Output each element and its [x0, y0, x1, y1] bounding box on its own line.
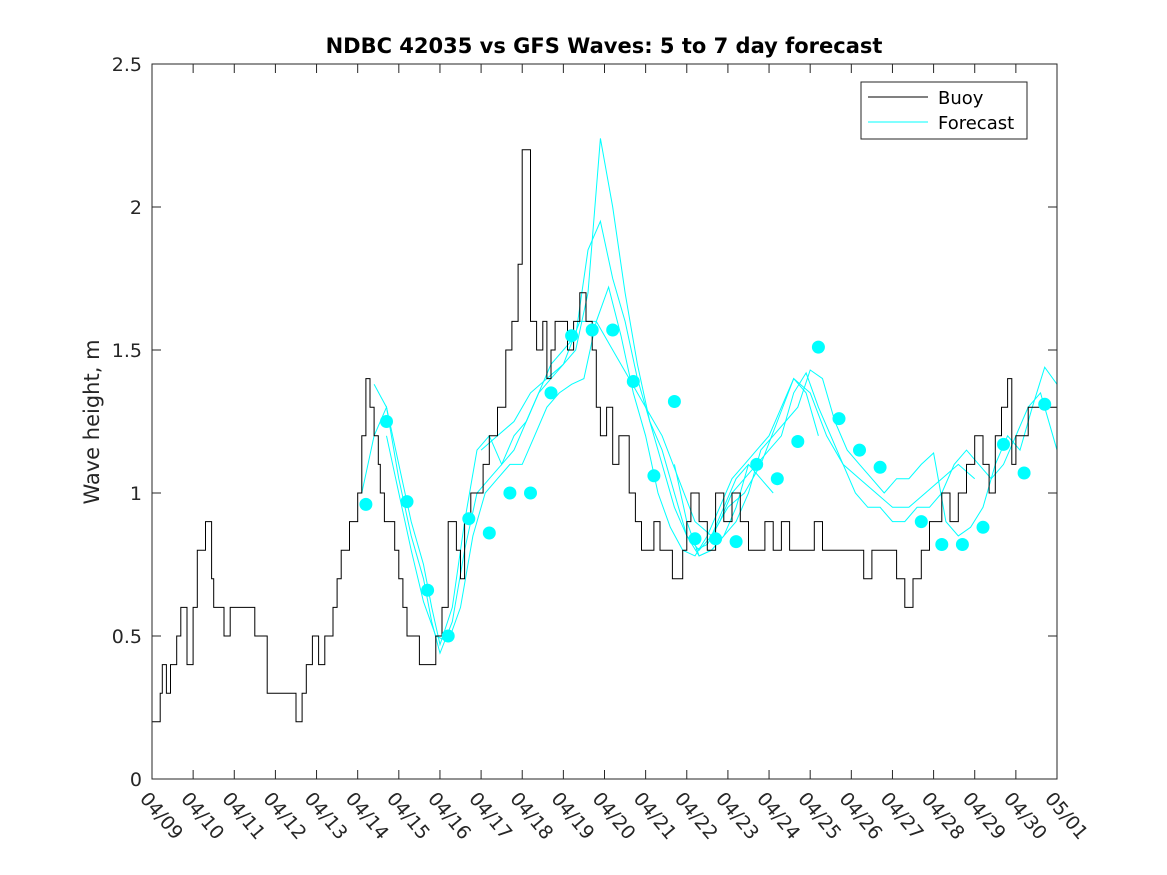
legend-label-buoy: Buoy [938, 88, 984, 109]
forecast-point [853, 443, 866, 457]
forecast-point [565, 329, 579, 343]
x-tick-label: 04/17 [464, 788, 516, 844]
forecast-point [359, 497, 373, 511]
forecast-point [688, 532, 702, 546]
forecast-point [935, 538, 949, 551]
x-tick-label: 04/18 [505, 788, 557, 844]
forecast-point [441, 629, 455, 643]
forecast-run-line-5 [673, 366, 1058, 557]
forecast-point [709, 532, 723, 546]
y-axis: 0 0.5 1 1.5 2 2.5 [112, 54, 1057, 791]
y-tick-label: 0 [130, 769, 142, 791]
x-tick-label: 04/23 [711, 788, 763, 844]
forecast-point [626, 375, 640, 388]
x-tick-label: 04/09 [135, 788, 187, 844]
y-tick-label: 1 [130, 483, 142, 505]
y-axis-label: Wave height, m [80, 339, 104, 504]
forecast-point [976, 520, 990, 534]
x-tick-label: 04/29 [958, 788, 1010, 844]
plot-area [151, 63, 1058, 780]
forecast-point [1017, 466, 1031, 480]
forecast-point [770, 472, 784, 486]
forecast-point [585, 323, 599, 337]
forecast-point [955, 538, 969, 551]
x-tick-label: 04/14 [341, 788, 393, 844]
x-tick-label: 04/25 [793, 788, 845, 844]
x-tick-label: 04/24 [752, 788, 804, 844]
x-tick-label: 04/21 [629, 788, 681, 844]
forecast-run-line-3 [386, 285, 819, 643]
forecast-point [873, 460, 887, 474]
forecast-point [544, 386, 558, 400]
forecast-run-line-1 [361, 219, 749, 647]
x-tick-label: 04/10 [176, 788, 228, 844]
forecast-point [811, 340, 825, 354]
x-tick-label: 04/20 [588, 788, 640, 844]
forecast-point [524, 486, 537, 500]
forecast-run-line-4 [480, 320, 976, 537]
forecast-point [421, 583, 435, 597]
x-tick-label: 04/12 [259, 788, 311, 844]
forecast-point [1038, 397, 1052, 411]
buoy-series-line [152, 149, 1057, 723]
forecast-point [729, 535, 743, 549]
x-tick-label: 04/30 [999, 788, 1051, 844]
legend-box [860, 81, 1028, 140]
forecast-point [647, 469, 661, 483]
forecast-run-line-2 [373, 138, 774, 655]
x-tick-label: 04/26 [834, 788, 886, 844]
forecast-point [482, 526, 496, 540]
x-tick-label: 04/22 [670, 788, 722, 844]
forecast-point [750, 457, 764, 471]
x-tick-label: 04/11 [217, 788, 269, 844]
forecast-point [791, 435, 805, 448]
x-tick-label: 04/27 [876, 788, 928, 844]
x-tick-label: 04/28 [917, 788, 969, 844]
forecast-point [380, 415, 393, 428]
x-tick-label: 04/15 [382, 788, 434, 844]
chart-title: NDBC 42035 vs GFS Waves: 5 to 7 day fore… [326, 34, 883, 58]
y-tick-label: 1.5 [112, 340, 142, 362]
forecast-point [667, 395, 681, 408]
y-tick-label: 2.5 [112, 54, 142, 76]
x-axis: 04/0904/1004/1104/1204/1304/1404/1504/16… [135, 64, 1092, 844]
y-tick-label: 2 [130, 197, 142, 219]
forecast-point [832, 412, 846, 426]
legend: Buoy Forecast [860, 81, 1028, 140]
forecast-point [400, 495, 414, 509]
forecast-point [606, 323, 620, 337]
x-tick-label: 04/13 [300, 788, 352, 844]
forecast-run-line-6 [694, 371, 1058, 551]
forecast-point [503, 486, 517, 500]
x-tick-label: 04/16 [423, 788, 475, 844]
y-tick-label: 0.5 [112, 626, 142, 648]
x-tick-label: 04/19 [547, 788, 599, 844]
forecast-point [462, 512, 476, 526]
forecast-point [914, 515, 928, 529]
forecast-point [997, 437, 1010, 451]
legend-label-forecast: Forecast [938, 113, 1014, 134]
x-tick-label: 05/01 [1040, 788, 1092, 844]
